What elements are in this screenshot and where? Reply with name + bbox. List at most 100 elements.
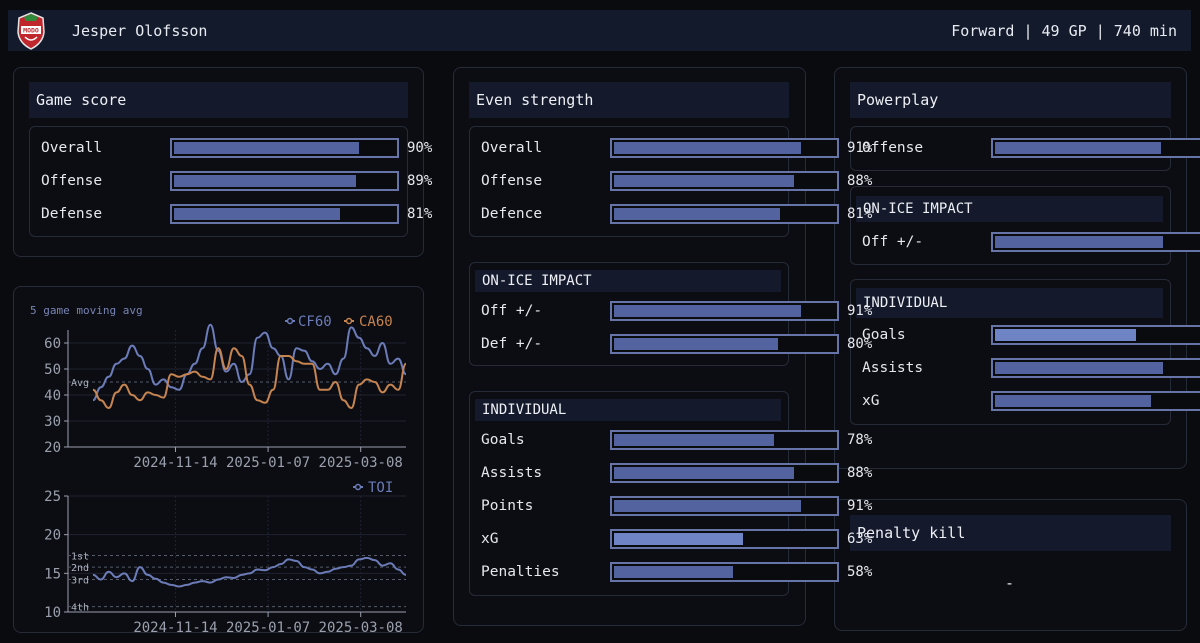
charts-card: 5 game moving avg CF60 CA60 20 30 40 50 60 2024-… [13, 286, 424, 633]
legend-label-ca60: CA60 [359, 314, 393, 330]
metric-bar-fill [614, 533, 744, 545]
metric-bar [991, 358, 1200, 378]
metric-bar [610, 204, 839, 224]
y-tick-label: 20 [44, 440, 61, 456]
chart-title: 5 game moving avg [30, 304, 143, 317]
metric-bar [610, 334, 839, 354]
x-tick-label: 2025-01-07 [226, 455, 310, 471]
metric-row: Defense 81% [41, 203, 432, 225]
penalty-kill-value: - [1005, 574, 1015, 592]
metric-value: 58% [847, 564, 873, 580]
metric-label: Assists [481, 465, 543, 481]
metric-bar [610, 430, 839, 450]
metric-row: Offense 88% [481, 170, 872, 192]
player-meta: Forward | 49 GP | 740 min [951, 21, 1177, 40]
reference-label: Avg [71, 378, 89, 389]
reference-label: 3rd [71, 576, 89, 587]
metric-label: xG [481, 531, 499, 547]
metric-bar-fill [174, 208, 341, 220]
series-line-toi [92, 556, 407, 588]
metric-label: Goals [862, 327, 906, 343]
y-tick-label: 25 [44, 489, 61, 505]
metric-value: 80% [847, 336, 873, 352]
player-name: Jesper Olofsson [72, 21, 208, 40]
reference-label: 2nd [71, 563, 89, 574]
modo-team-logo-icon: MODO [17, 11, 45, 50]
y-tick-label: 40 [44, 388, 61, 404]
metric-row: xG76% [862, 390, 1200, 412]
metric-value: 81% [847, 206, 873, 222]
metric-value: 88% [847, 465, 873, 481]
x-tick-label: 2024-11-14 [133, 620, 217, 632]
legend-marker-toi [354, 483, 362, 491]
metric-bar [170, 171, 399, 191]
metric-label: Assists [862, 360, 924, 376]
metric-row: Offense 89% [41, 170, 432, 192]
metric-label: Defence [481, 206, 543, 222]
metric-bar-fill [614, 500, 801, 512]
metric-bar-fill [614, 142, 801, 154]
metric-bar [991, 138, 1200, 158]
metric-row: Overall 91% [481, 137, 872, 159]
metric-bar [991, 232, 1200, 252]
metric-label: Off +/- [481, 303, 543, 319]
metric-bar [610, 496, 839, 516]
metric-row: xG 63% [481, 528, 872, 550]
metric-bar-fill [614, 208, 781, 220]
metric-value: 88% [847, 173, 873, 189]
metric-value: 78% [847, 432, 873, 448]
metric-bar [610, 171, 839, 191]
metric-label: Defense [41, 206, 103, 222]
player-header: MODO Jesper Olofsson Forward | 49 GP | 7… [8, 10, 1191, 51]
metric-bar-fill [614, 338, 778, 350]
metric-bar [610, 463, 839, 483]
metric-bar-fill [614, 467, 795, 479]
metric-value: 81% [407, 206, 433, 222]
metric-bar-fill [995, 362, 1164, 374]
metric-bar [610, 138, 839, 158]
penalty-kill-title: Penalty kill [850, 515, 1171, 551]
metric-bar-fill [614, 175, 795, 187]
y-tick-label: 15 [44, 566, 61, 582]
metric-row: Def +/- 80% [481, 333, 872, 355]
metric-bar-fill [614, 434, 774, 446]
legend-marker-ca60 [345, 317, 353, 325]
metric-value: 91% [847, 498, 873, 514]
x-tick-label: 2025-01-07 [226, 620, 310, 632]
metric-bar [170, 138, 399, 158]
metric-label: Off +/- [862, 234, 924, 250]
metric-row: Goals69% [862, 324, 1200, 346]
metric-label: xG [862, 393, 880, 409]
es-impact-title: ON-ICE IMPACT [475, 270, 781, 292]
metric-row: Goals 78% [481, 429, 872, 451]
even-strength-title: Even strength [469, 82, 789, 118]
x-tick-label: 2024-11-14 [133, 455, 217, 471]
x-tick-label: 2025-03-08 [319, 620, 403, 632]
charts-svg: 5 game moving avg CF60 CA60 20 30 40 50 60 2024-… [30, 304, 407, 632]
metric-label: Penalties [481, 564, 560, 580]
metric-label: Overall [41, 140, 103, 156]
legend-label-cf60: CF60 [298, 314, 332, 330]
pp-impact-title: ON-ICE IMPACT [856, 196, 1163, 222]
legend-label-toi: TOI [368, 480, 393, 496]
series-line-ca60 [92, 347, 407, 410]
reference-label: 4th [71, 603, 89, 614]
metric-bar-fill [174, 175, 357, 187]
y-tick-label: 20 [44, 528, 61, 544]
metric-label: Offense [862, 140, 924, 156]
metric-value: 89% [407, 173, 433, 189]
metric-bar-fill [174, 142, 359, 154]
metric-bar-fill [995, 142, 1162, 154]
y-tick-label: 60 [44, 336, 61, 352]
y-tick-label: 10 [44, 605, 61, 621]
metric-row: Offense81% [862, 137, 1200, 159]
metric-value: 91% [847, 140, 873, 156]
metric-bar [610, 562, 839, 582]
metric-bar [610, 529, 839, 549]
x-tick-label: 2025-03-08 [319, 455, 403, 471]
metric-row: Overall 90% [41, 137, 432, 159]
pp-individual-title: INDIVIDUAL [856, 288, 1163, 318]
metric-label: Def +/- [481, 336, 543, 352]
metric-row: Assists82% [862, 357, 1200, 379]
metric-bar-fill [995, 236, 1164, 248]
